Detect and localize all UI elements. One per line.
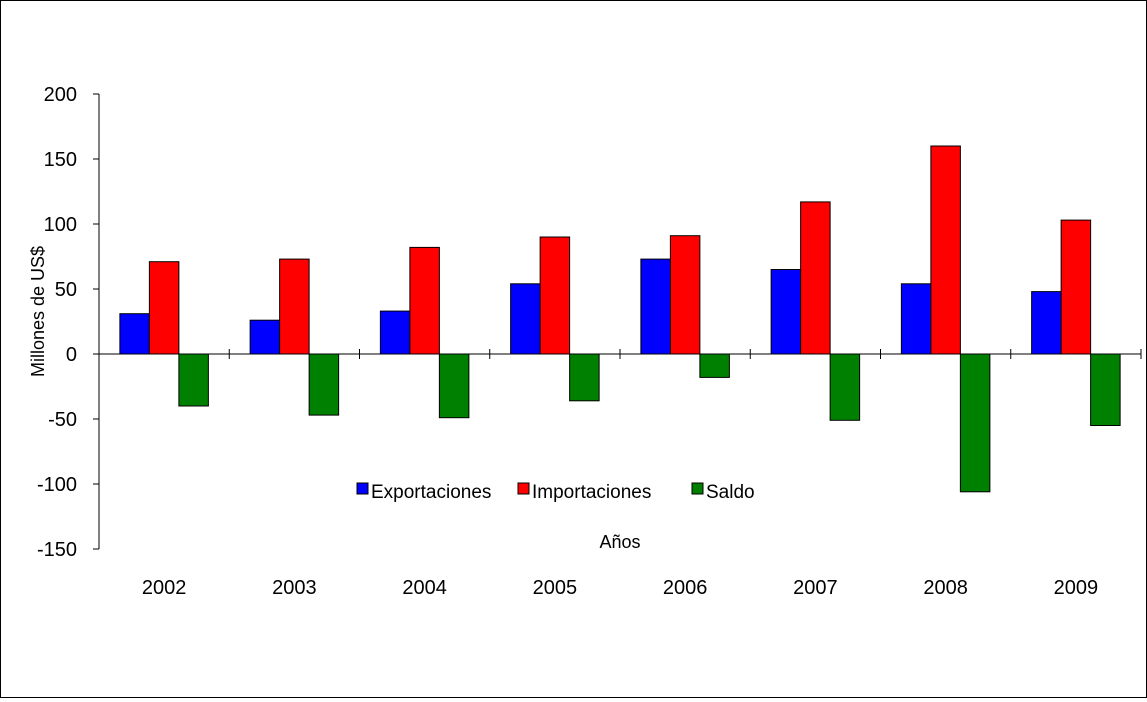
bar-importaciones-2009 (1060, 219, 1092, 355)
legend: Exportaciones Importaciones Saldo (356, 482, 755, 503)
bar-saldo-2006 (699, 353, 730, 378)
x-tick-label: 2005 (533, 577, 578, 599)
bar-importaciones-2004 (409, 246, 440, 355)
legend-label-saldo: Saldo (706, 482, 755, 503)
x-tick-label: 2004 (402, 577, 447, 599)
y-ticks-group: 200 150 100 50 0 -50 -100 -150 (37, 84, 99, 561)
legend-label-exportaciones: Exportaciones (371, 482, 491, 503)
y-tick-label: 200 (44, 84, 77, 106)
bar-saldo-2005 (569, 353, 600, 402)
legend-swatch-exportaciones (356, 482, 369, 495)
bar-exportaciones-2008 (900, 283, 932, 355)
bar-exportaciones-2006 (640, 258, 671, 355)
bar-saldo-2003 (308, 353, 340, 416)
x-tick-label: 2008 (923, 577, 968, 599)
x-tick-label: 2003 (272, 577, 317, 599)
bars-group (119, 145, 1121, 493)
y-tick-label: 150 (44, 149, 77, 171)
y-tick-label: -100 (37, 474, 77, 496)
bar-importaciones-2006 (669, 235, 701, 355)
x-tick-label: 2002 (142, 577, 187, 599)
x-tick-label: 2009 (1054, 577, 1099, 599)
x-tick-label: 2006 (663, 577, 708, 599)
y-tick-label: -150 (37, 539, 77, 561)
y-tick-label: -50 (48, 409, 77, 431)
legend-swatch-saldo (691, 482, 704, 495)
bar-importaciones-2008 (930, 145, 961, 355)
bar-saldo-2007 (829, 353, 861, 421)
bar-exportaciones-2003 (249, 319, 281, 355)
bar-importaciones-2007 (800, 201, 831, 355)
x-ticks-group (228, 349, 1142, 359)
x-tick-label: 2007 (793, 577, 838, 599)
bar-exportaciones-2002 (119, 313, 150, 355)
bar-saldo-2009 (1090, 353, 1121, 426)
bar-saldo-2004 (438, 353, 470, 419)
bar-exportaciones-2005 (510, 283, 541, 355)
bar-exportaciones-2009 (1031, 291, 1062, 355)
y-axis-title: Millones de US$ (28, 246, 48, 377)
bar-importaciones-2003 (279, 258, 310, 355)
bar-saldo-2002 (178, 353, 209, 407)
bar-saldo-2008 (959, 353, 991, 493)
bar-exportaciones-2007 (770, 269, 802, 355)
x-axis-title: Años (599, 532, 640, 552)
legend-label-importaciones: Importaciones (532, 482, 651, 503)
bar-exportaciones-2004 (379, 310, 411, 355)
y-tick-label: 100 (44, 214, 77, 236)
y-tick-label: 0 (66, 344, 77, 366)
bar-importaciones-2002 (148, 261, 180, 355)
bar-importaciones-2005 (539, 236, 571, 355)
x-tick-labels-group: 2002 2003 2004 2005 2006 2007 2008 2009 (142, 577, 1098, 599)
legend-swatch-importaciones (517, 482, 530, 495)
y-tick-label: 50 (55, 279, 77, 301)
